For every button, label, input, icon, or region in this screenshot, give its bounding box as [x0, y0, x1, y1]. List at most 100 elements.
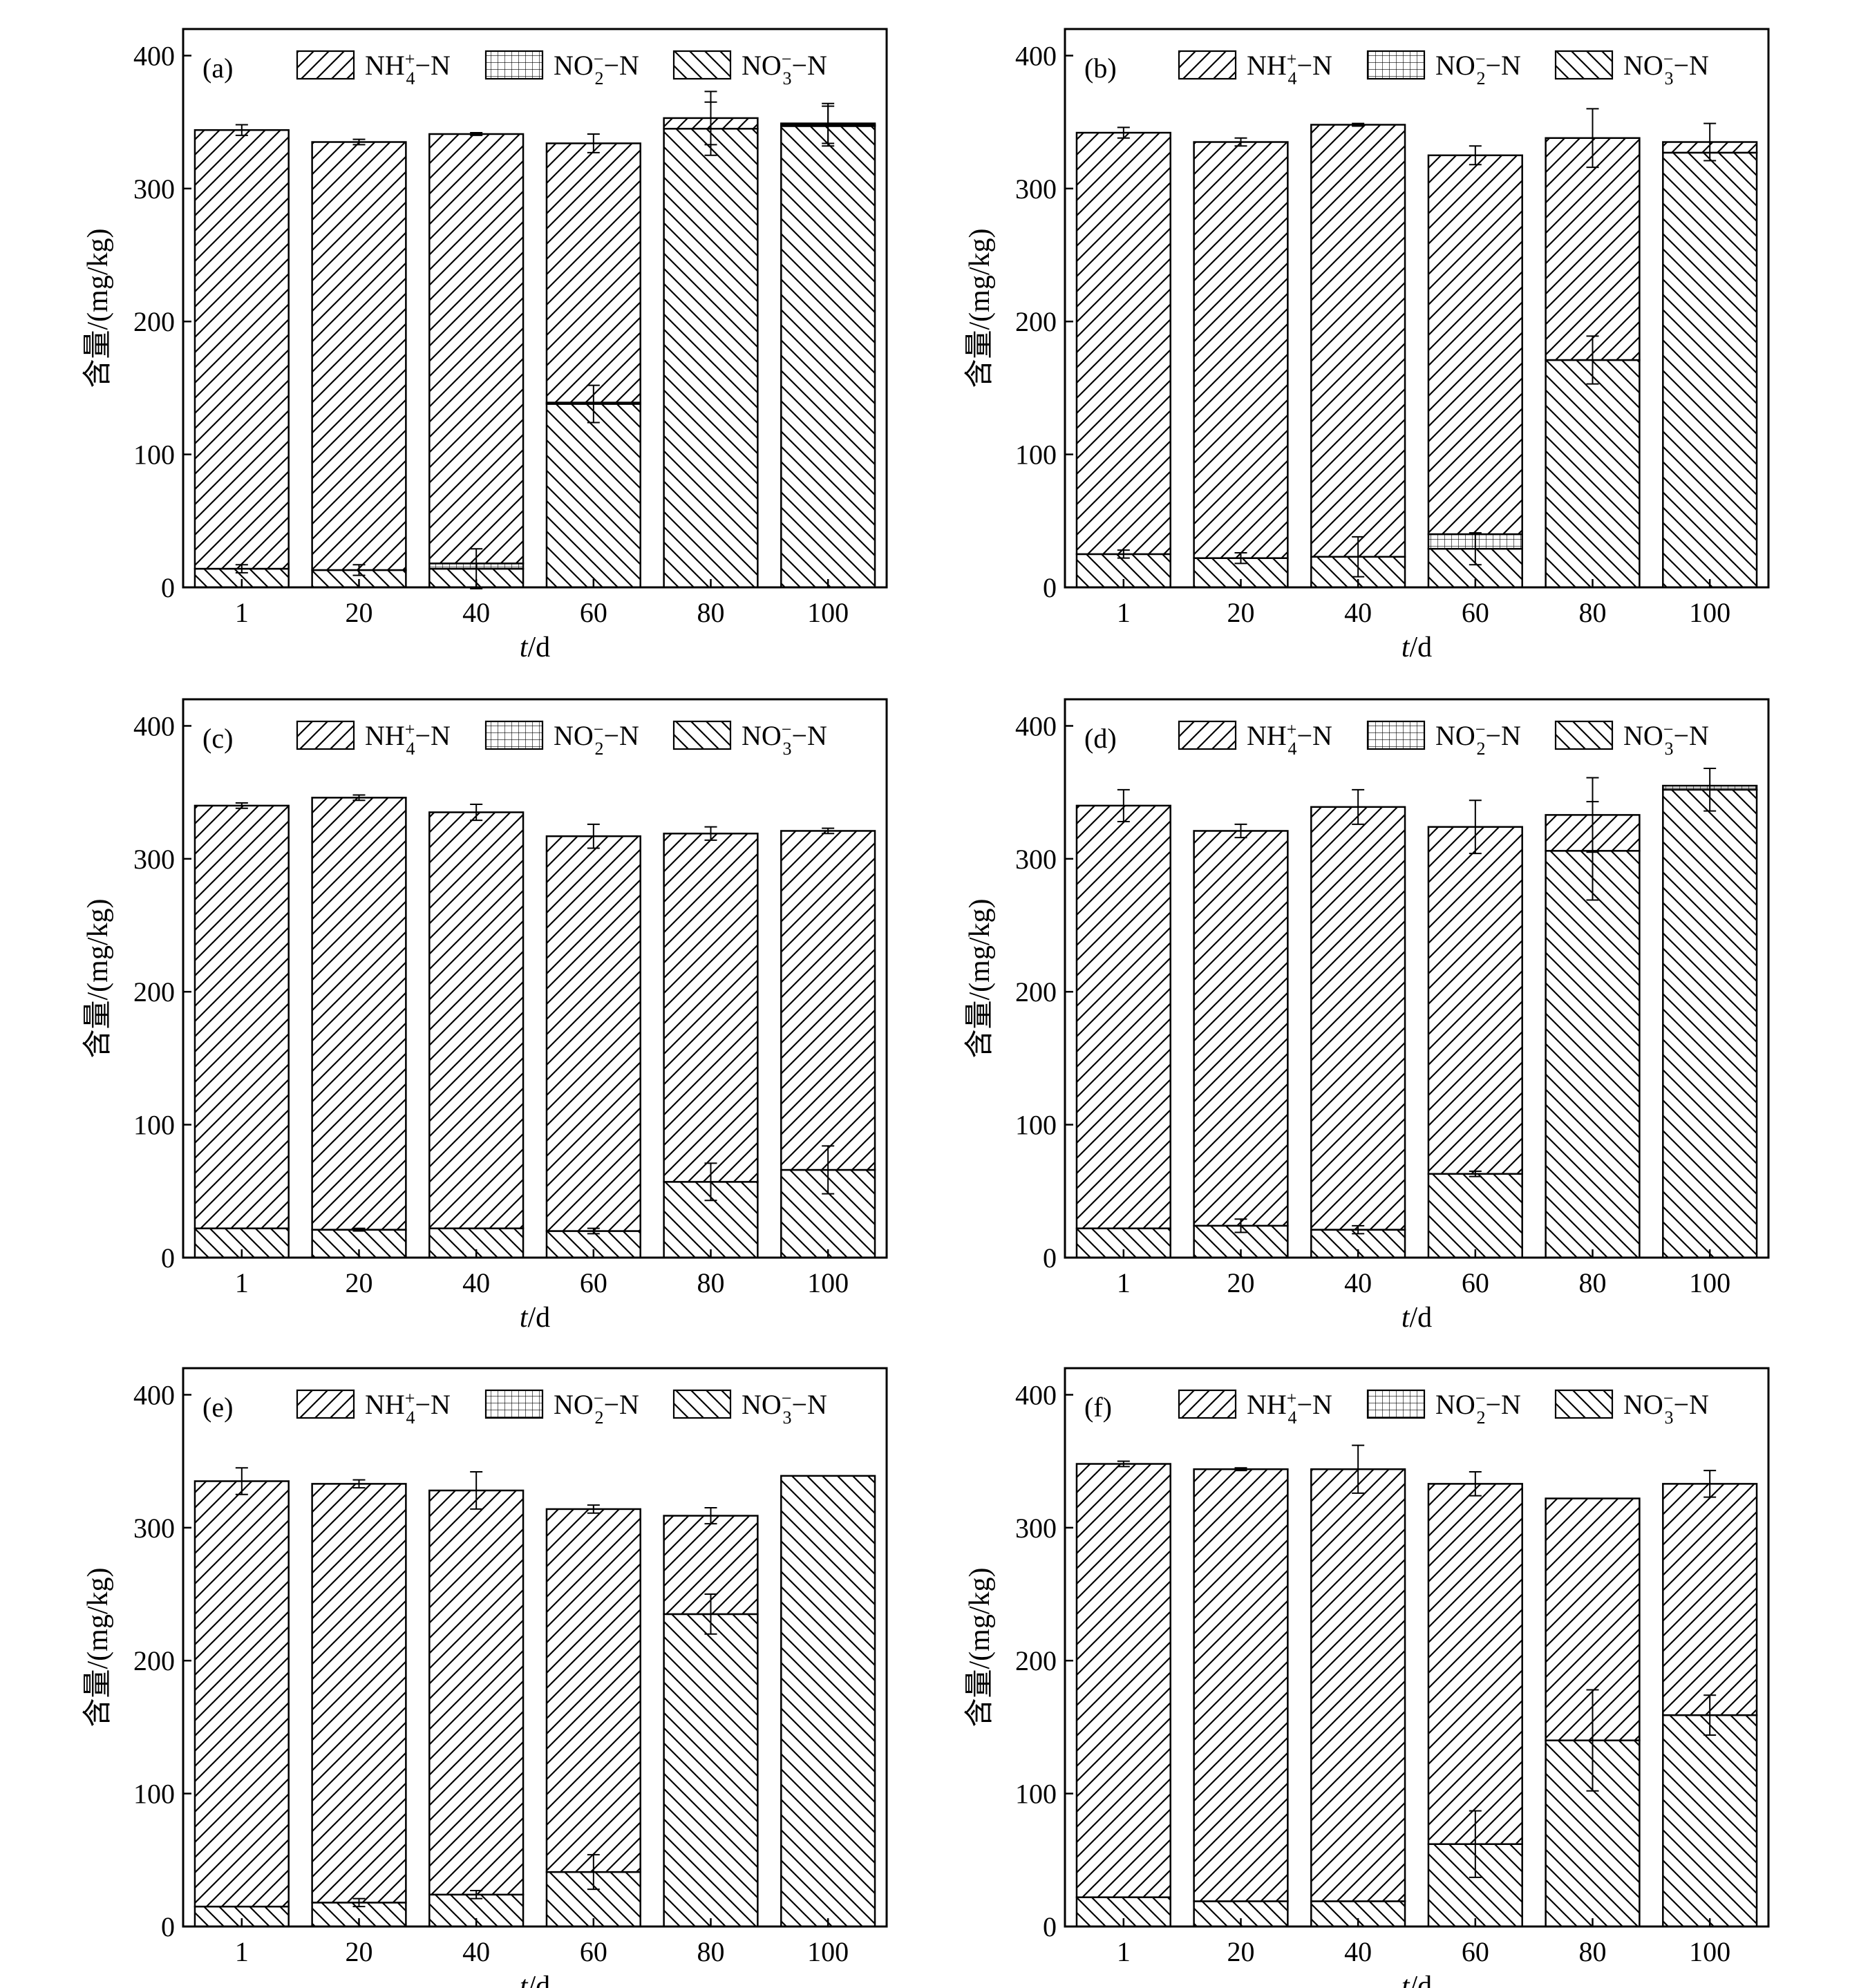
y-tick-label: 400	[133, 710, 175, 741]
error-bar	[1117, 1460, 1130, 1468]
legend-item-no2: NO− 2−N	[484, 719, 639, 759]
plot-frame	[182, 698, 888, 1259]
x-axis-title: t/d	[1401, 1971, 1432, 1988]
error-bar	[587, 384, 600, 424]
y-axis-title: 含量/(mg/kg)	[964, 229, 996, 388]
y-tick-label: 200	[133, 976, 175, 1007]
x-tick-label: 20	[346, 1267, 373, 1298]
bar-segment-no3	[1427, 1173, 1523, 1259]
legend-label-no2: NO− 2−N	[554, 719, 639, 759]
x-tick-label: 20	[1227, 1936, 1255, 1967]
error-bar	[1469, 799, 1482, 855]
bar-segment-nh4	[1193, 141, 1289, 559]
legend-swatch-nh4	[1178, 50, 1237, 80]
error-bar	[470, 1471, 483, 1510]
error-bar	[235, 1467, 248, 1495]
legend-label-no3: NO− 3−N	[742, 1388, 827, 1428]
y-tick-label: 100	[133, 1779, 175, 1810]
y-tick-label: 300	[133, 173, 175, 205]
legend-swatch-no2	[1366, 1389, 1426, 1419]
legend-item-no2: NO− 2−N	[484, 49, 639, 88]
y-tick-label: 100	[133, 1110, 175, 1141]
bar-segment-nh4	[1310, 1468, 1406, 1902]
legend-swatch-no3	[672, 720, 732, 750]
panel-label: (a)	[202, 53, 233, 84]
legend-label-no3: NO− 3−N	[1623, 719, 1709, 759]
error-bar	[470, 803, 483, 822]
error-bar	[352, 564, 366, 576]
error-bar	[1352, 788, 1365, 825]
x-axis-title: t/d	[1401, 632, 1432, 663]
legend-item-nh4: NH+ 4−N	[296, 1388, 451, 1428]
x-tick-label: 60	[580, 1936, 607, 1967]
error-bar	[1352, 1224, 1365, 1235]
plot-frame	[1064, 698, 1770, 1259]
x-tick-label: 100	[1689, 1936, 1730, 1967]
bar-segment-nh4	[1427, 826, 1523, 1175]
error-bar	[704, 91, 717, 146]
legend-swatch-no3	[1554, 50, 1614, 80]
y-tick-label: 100	[1015, 1779, 1057, 1810]
y-tick-label: 200	[1015, 976, 1057, 1007]
x-tick-label: 80	[697, 1936, 725, 1967]
bar-segment-nh4	[1310, 124, 1406, 558]
panel-label: (b)	[1084, 53, 1117, 84]
x-tick-label: 60	[1462, 597, 1489, 628]
error-bar	[1352, 536, 1365, 578]
error-bar	[352, 138, 366, 146]
y-tick-label: 200	[133, 306, 175, 337]
error-bar	[704, 1162, 717, 1202]
legend: NH+ 4−N NO− 2−N NO− 3−N	[296, 49, 827, 88]
legend-item-nh4: NH+ 4−N	[1178, 719, 1332, 759]
panel-label: (f)	[1084, 1392, 1112, 1423]
x-tick-label: 1	[235, 1267, 249, 1298]
error-bar	[822, 1145, 835, 1195]
legend-item-no2: NO− 2−N	[484, 1388, 639, 1428]
y-axis-title: 含量/(mg/kg)	[82, 229, 114, 388]
error-bar	[1703, 1470, 1717, 1498]
bar-segment-nh4	[1427, 1483, 1523, 1845]
bar-segment-no3	[1545, 850, 1641, 1259]
y-tick-label: 200	[133, 1645, 175, 1676]
x-tick-label: 60	[580, 1267, 607, 1298]
legend-label-no2: NO− 2−N	[1435, 1388, 1521, 1428]
bar-segment-nh4	[311, 797, 407, 1231]
error-bar	[1117, 126, 1130, 139]
error-bar	[704, 1507, 717, 1525]
y-axis-title: 含量/(mg/kg)	[964, 1568, 996, 1727]
legend-label-no2: NO− 2−N	[554, 49, 639, 88]
bar-segment-no3	[663, 1613, 759, 1928]
x-tick-label: 80	[697, 597, 725, 628]
legend-swatch-nh4	[1178, 1389, 1237, 1419]
bar-segment-no3	[780, 125, 876, 589]
legend: NH+ 4−N NO− 2−N NO− 3−N	[296, 1388, 827, 1428]
legend-item-nh4: NH+ 4−N	[296, 49, 451, 88]
legend-item-no2: NO− 2−N	[1366, 1388, 1521, 1428]
legend-swatch-no3	[1554, 1389, 1614, 1419]
y-tick-label: 200	[1015, 306, 1057, 337]
bar-segment-nh4	[780, 830, 876, 1171]
y-tick-label: 0	[1043, 1911, 1057, 1942]
y-tick-label: 400	[1015, 1379, 1057, 1410]
error-bar	[235, 564, 248, 574]
error-bar	[1352, 122, 1365, 127]
x-tick-label: 80	[697, 1267, 725, 1298]
error-bar	[352, 1479, 366, 1489]
plot-frame	[182, 28, 888, 589]
error-bar	[1234, 551, 1247, 565]
legend-item-nh4: NH+ 4−N	[1178, 1388, 1332, 1428]
y-tick-label: 300	[1015, 173, 1057, 205]
chart-panel: 1 20 40 60 80 100 0 100 200 300 400 (b) NH+ 4−N NO− 2−N…	[964, 28, 1770, 663]
legend-swatch-no2	[484, 1389, 544, 1419]
legend-label-no3: NO− 3−N	[742, 719, 827, 759]
bar-segment-no3	[663, 128, 759, 589]
legend-label-nh4: NH+ 4−N	[365, 49, 451, 88]
x-axis-title: t/d	[520, 1971, 550, 1988]
y-tick-label: 200	[1015, 1645, 1057, 1676]
legend-item-no3: NO− 3−N	[672, 1388, 827, 1428]
legend-label-nh4: NH+ 4−N	[365, 1388, 451, 1428]
legend-item-no3: NO− 3−N	[1554, 1388, 1709, 1428]
bar-segment-nh4	[194, 1480, 290, 1908]
error-bar	[1703, 1694, 1717, 1736]
legend-swatch-no2	[1366, 50, 1426, 80]
